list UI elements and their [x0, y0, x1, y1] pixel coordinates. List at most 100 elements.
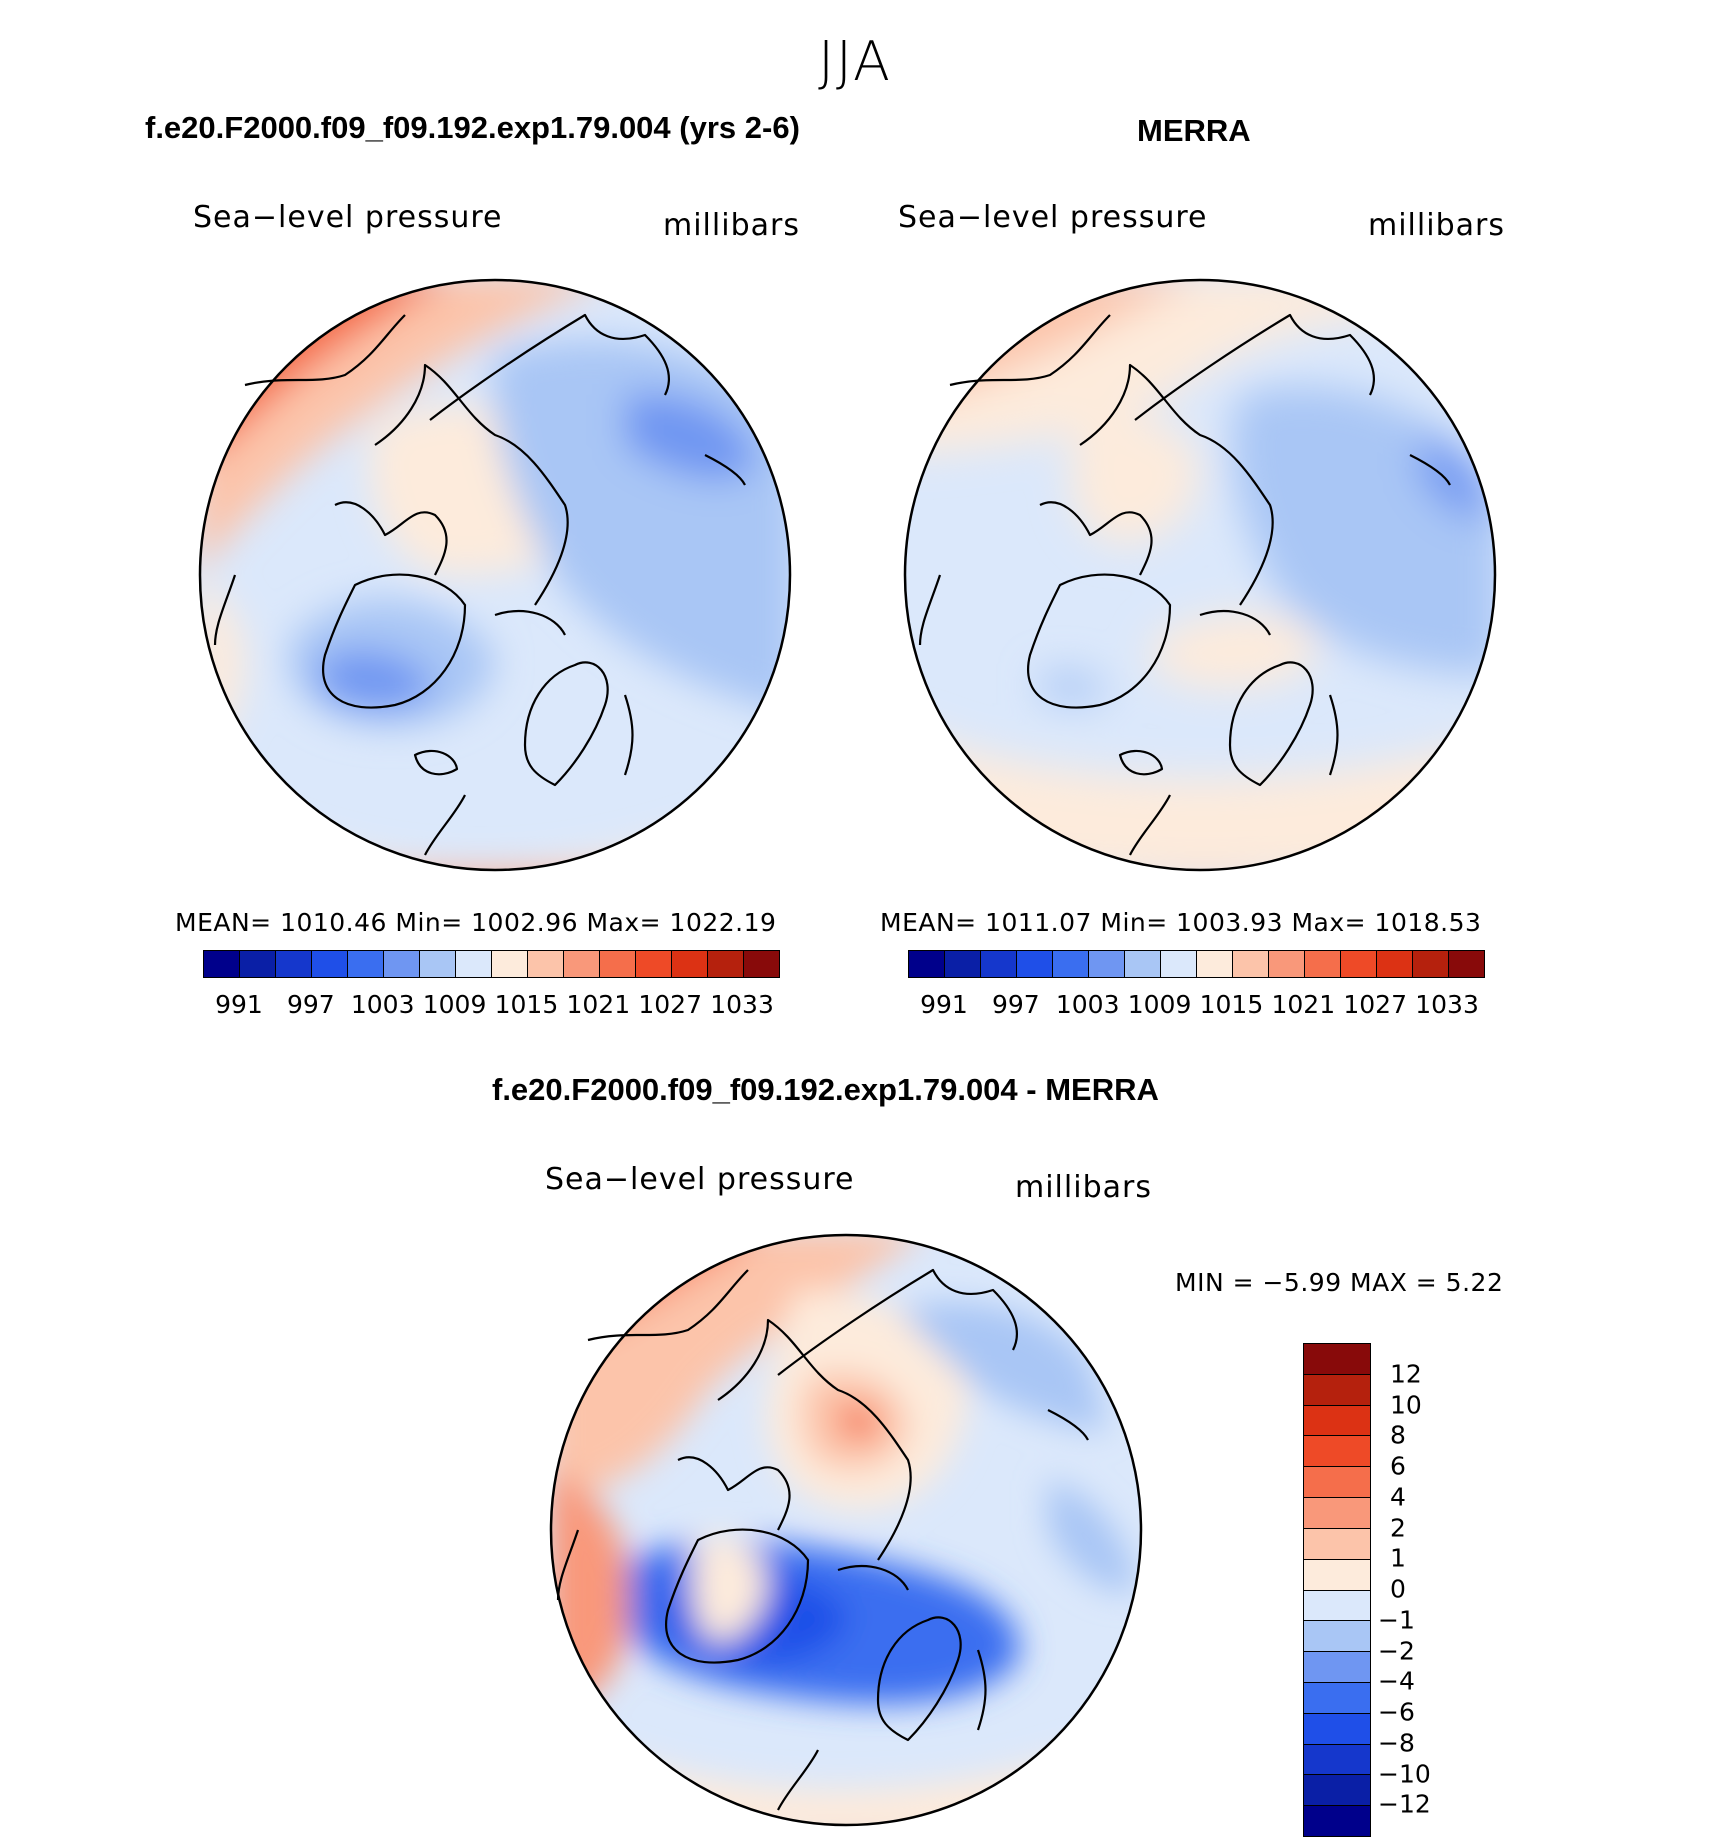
obs-contour-fill [905, 280, 1495, 870]
model-colorbar-box [600, 951, 636, 977]
diff-colorbar-box [1304, 1498, 1370, 1529]
model-polar-map [198, 278, 792, 872]
diff-colorbar-box [1304, 1590, 1370, 1622]
diff-colorbar-box [1304, 1467, 1370, 1499]
obs-colorbar-box [1017, 951, 1053, 977]
model-panel-title: f.e20.F2000.f09_f09.192.exp1.79.004 (yrs… [145, 110, 800, 145]
diff-tick-label: −12 [1378, 1789, 1431, 1819]
obs-colorbar-box [981, 951, 1017, 977]
diff-colorbar-box [1304, 1374, 1370, 1406]
model-colorbar-box [492, 951, 528, 977]
model-tick-label: 991 [215, 990, 263, 1019]
model-tick-label: 1009 [422, 990, 487, 1019]
diff-colorbar-box [1304, 1744, 1370, 1776]
model-colorbar-box [420, 951, 456, 977]
diff-coastlines [556, 1268, 1089, 1811]
diff-colorbar-box [1304, 1806, 1370, 1836]
obs-coastlines [918, 313, 1451, 856]
obs-tick-label: 1003 [1055, 990, 1120, 1019]
diff-variable-label: Sea−level pressure [545, 1162, 855, 1197]
obs-colorbar-ticks: 991 997 1003 1009 1015 1021 1027 1033 [908, 990, 1483, 1020]
diff-tick-label: 12 [1390, 1359, 1422, 1389]
diff-tick-label: 10 [1390, 1390, 1422, 1419]
model-colorbar-box [528, 951, 564, 977]
diff-tick-label: 4 [1390, 1482, 1406, 1512]
obs-tick-label: 1015 [1199, 990, 1264, 1019]
obs-colorbar-box [909, 951, 945, 977]
model-colorbar-box [384, 951, 420, 977]
diff-tick-label: 8 [1390, 1420, 1406, 1450]
obs-units-label: millibars [1368, 208, 1505, 243]
model-colorbar-box [636, 951, 672, 977]
obs-colorbar-box [1377, 951, 1413, 977]
diff-colorbar-box [1304, 1405, 1370, 1437]
model-map-border [198, 278, 792, 872]
model-colorbar-box [312, 951, 348, 977]
obs-colorbar-box [1269, 951, 1305, 977]
diff-tick-label: 0 [1390, 1574, 1406, 1604]
model-colorbar [203, 950, 780, 978]
obs-tick-label: 1009 [1127, 990, 1192, 1019]
model-colorbar-box [276, 951, 312, 977]
obs-tick-label: 997 [991, 990, 1040, 1019]
model-stats: MEAN= 1010.46 Min= 1002.96 Max= 1022.19 [175, 908, 777, 937]
model-tick-label: 1027 [638, 990, 702, 1019]
diff-colorbar-ticks: 12 10 8 6 4 2 1 0 −1 −2 −4 −6 −8 −10 −12 [1378, 1343, 1458, 1835]
diff-colorbar-box [1304, 1713, 1370, 1745]
obs-tick-label: 1033 [1415, 990, 1479, 1019]
model-colorbar-box [708, 951, 744, 977]
obs-tick-label: 991 [920, 990, 968, 1019]
obs-colorbar-box [1161, 951, 1197, 977]
obs-stats: MEAN= 1011.07 Min= 1003.93 Max= 1018.53 [880, 908, 1482, 937]
obs-panel-title: MERRA [1137, 113, 1251, 148]
model-contour-fill [200, 280, 790, 870]
obs-colorbar [908, 950, 1485, 978]
obs-tick-label: 1021 [1271, 990, 1336, 1019]
obs-colorbar-box [1341, 951, 1377, 977]
model-colorbar-box [456, 951, 492, 977]
diff-colorbar-box [1304, 1436, 1370, 1468]
diff-polar-map [549, 1233, 1143, 1827]
model-colorbar-box [672, 951, 708, 977]
diff-panel-title: f.e20.F2000.f09_f09.192.exp1.79.004 - ME… [492, 1072, 1159, 1107]
model-tick-label: 997 [286, 990, 335, 1019]
model-tick-label: 1033 [710, 990, 774, 1019]
diff-tick-label: 1 [1390, 1543, 1406, 1573]
model-colorbar-box [564, 951, 600, 977]
model-variable-label: Sea−level pressure [193, 200, 503, 235]
diff-colorbar [1303, 1343, 1371, 1837]
model-tick-label: 1015 [494, 990, 559, 1019]
obs-variable-label: Sea−level pressure [898, 200, 1208, 235]
obs-polar-map [903, 278, 1497, 872]
diff-map-border [549, 1233, 1143, 1827]
obs-colorbar-box [1125, 951, 1161, 977]
obs-colorbar-box [1449, 951, 1484, 977]
obs-colorbar-box [1053, 951, 1089, 977]
diff-units-label: millibars [1015, 1170, 1152, 1205]
diff-colorbar-box [1304, 1344, 1370, 1375]
diff-stats: MIN = −5.99 MAX = 5.22 [1175, 1268, 1504, 1297]
diff-colorbar-box [1304, 1528, 1370, 1560]
diff-colorbar-box [1304, 1621, 1370, 1653]
model-colorbar-box [204, 951, 240, 977]
model-coastlines [213, 313, 746, 856]
model-colorbar-box [348, 951, 384, 977]
diff-colorbar-box [1304, 1775, 1370, 1807]
diff-tick-label: −2 [1378, 1636, 1415, 1665]
diff-tick-label: 2 [1390, 1513, 1406, 1542]
diff-tick-label: −4 [1378, 1666, 1415, 1696]
obs-colorbar-box [1305, 951, 1341, 977]
obs-colorbar-box [1413, 951, 1449, 977]
season-title: JJA [818, 30, 892, 93]
model-tick-label: 1003 [350, 990, 415, 1019]
diff-tick-label: −8 [1378, 1728, 1415, 1758]
diff-colorbar-box [1304, 1559, 1370, 1591]
obs-colorbar-box [1233, 951, 1269, 977]
diff-tick-label: −6 [1378, 1697, 1415, 1727]
obs-colorbar-box [1089, 951, 1125, 977]
model-colorbar-box [744, 951, 779, 977]
diff-colorbar-box [1304, 1652, 1370, 1683]
model-tick-label: 1021 [566, 990, 631, 1019]
diff-tick-label: −1 [1378, 1605, 1415, 1635]
diff-colorbar-box [1304, 1682, 1370, 1714]
